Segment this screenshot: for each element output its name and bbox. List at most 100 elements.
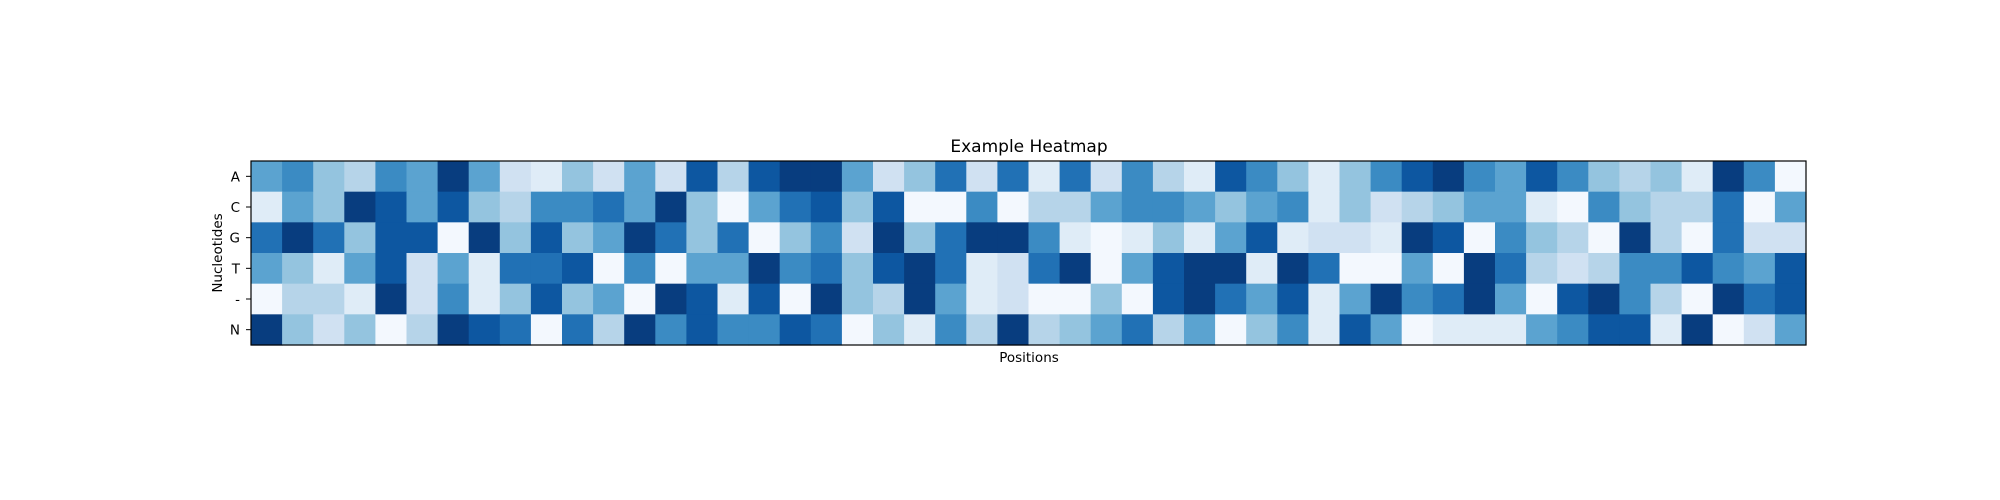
heatmap-cell: [904, 253, 936, 285]
heatmap-cell: [1588, 191, 1620, 223]
heatmap-cell: [468, 283, 501, 315]
heatmap-cell: [1370, 314, 1403, 346]
heatmap-cell: [282, 283, 314, 315]
heatmap-cell: [468, 161, 501, 193]
heatmap-cell: [375, 314, 408, 346]
heatmap-cell: [655, 253, 687, 285]
heatmap-cell: [966, 314, 998, 346]
y-tick-label: A: [231, 169, 241, 185]
heatmap-cell: [499, 222, 532, 254]
heatmap-cell: [468, 253, 501, 285]
heatmap-cell: [810, 161, 843, 193]
heatmap-cell: [1463, 222, 1496, 254]
heatmap-cell: [841, 222, 874, 254]
heatmap-cell: [841, 314, 874, 346]
heatmap-cell: [717, 161, 750, 193]
heatmap-cell: [935, 314, 967, 346]
heatmap-cell: [1246, 222, 1278, 254]
heatmap-cell: [717, 283, 750, 315]
heatmap-cell: [1215, 222, 1247, 254]
heatmap-cell: [1557, 253, 1589, 285]
heatmap-cell: [1059, 191, 1092, 223]
heatmap-cell: [1463, 253, 1496, 285]
heatmap-cell: [1370, 253, 1403, 285]
heatmap-cell: [810, 283, 843, 315]
heatmap-cell: [251, 222, 283, 254]
heatmap-cell: [344, 222, 376, 254]
heatmap-cell: [1619, 191, 1652, 223]
heatmap-cell: [406, 161, 439, 193]
heatmap-cell: [779, 253, 812, 285]
heatmap-cell: [1246, 314, 1278, 346]
heatmap-cell: [562, 253, 594, 285]
heatmap-cell: [344, 253, 376, 285]
heatmap-cell: [1028, 283, 1061, 315]
heatmap-cell: [499, 253, 532, 285]
heatmap-cell: [593, 191, 625, 223]
heatmap-cell: [1557, 191, 1589, 223]
heatmap-cell: [717, 191, 750, 223]
heatmap-cell: [406, 283, 439, 315]
heatmap-cell: [624, 161, 656, 193]
heatmap-cell: [375, 222, 408, 254]
heatmap-cell: [1215, 161, 1247, 193]
heatmap-cell: [1152, 253, 1185, 285]
heatmap-cell: [1650, 314, 1683, 346]
heatmap-cell: [810, 253, 843, 285]
heatmap-cell: [468, 222, 501, 254]
heatmap-cell: [468, 191, 501, 223]
heatmap-cell: [624, 314, 656, 346]
heatmap-cell: [779, 222, 812, 254]
heatmap-cell: [1681, 314, 1714, 346]
chart-title: Example Heatmap: [950, 137, 1107, 157]
heatmap-cell: [437, 253, 470, 285]
heatmap-cell: [1121, 161, 1154, 193]
heatmap-cell: [593, 314, 625, 346]
heatmap-cell: [1681, 191, 1714, 223]
heatmap-cell: [935, 191, 967, 223]
heatmap-cell: [1308, 253, 1341, 285]
heatmap-cell: [1028, 191, 1061, 223]
heatmap-cell: [1557, 161, 1589, 193]
heatmap-cell: [1774, 191, 1807, 223]
heatmap-cell: [437, 191, 470, 223]
heatmap-cell: [313, 161, 345, 193]
heatmap-cell: [1432, 283, 1465, 315]
heatmap-cell: [1028, 253, 1061, 285]
heatmap-cell: [1432, 222, 1465, 254]
heatmap-cell: [1401, 161, 1434, 193]
heatmap-cell: [810, 191, 843, 223]
heatmap-cell: [1152, 222, 1185, 254]
heatmap-cell: [437, 222, 470, 254]
heatmap-cell: [1090, 283, 1123, 315]
heatmap-cell: [499, 283, 532, 315]
heatmap-cell: [686, 161, 719, 193]
heatmap-cell: [593, 253, 625, 285]
heatmap-cell: [1743, 222, 1776, 254]
heatmap-cell: [779, 314, 812, 346]
heatmap-cell: [1495, 253, 1527, 285]
heatmap-cell: [530, 191, 563, 223]
heatmap-cell: [779, 283, 812, 315]
heatmap-cell: [375, 253, 408, 285]
heatmap-cell: [1712, 283, 1745, 315]
heatmap-cell: [717, 253, 750, 285]
heatmap-cell: [344, 161, 376, 193]
heatmap-cell: [873, 253, 905, 285]
heatmap-cell: [1339, 222, 1372, 254]
heatmap-cell: [251, 161, 283, 193]
heatmap-cell: [966, 283, 998, 315]
heatmap-cell: [1588, 314, 1620, 346]
heatmap-cell: [841, 161, 874, 193]
heatmap-cell: [375, 283, 408, 315]
heatmap-cell: [1059, 161, 1092, 193]
heatmap-cell: [686, 253, 719, 285]
y-tick-label: -: [235, 292, 240, 308]
heatmap-cell: [904, 222, 936, 254]
heatmap-cell: [1184, 253, 1216, 285]
heatmap-cell: [1215, 283, 1247, 315]
heatmap-cell: [1401, 191, 1434, 223]
heatmap-cell: [593, 161, 625, 193]
heatmap-cell: [655, 161, 687, 193]
